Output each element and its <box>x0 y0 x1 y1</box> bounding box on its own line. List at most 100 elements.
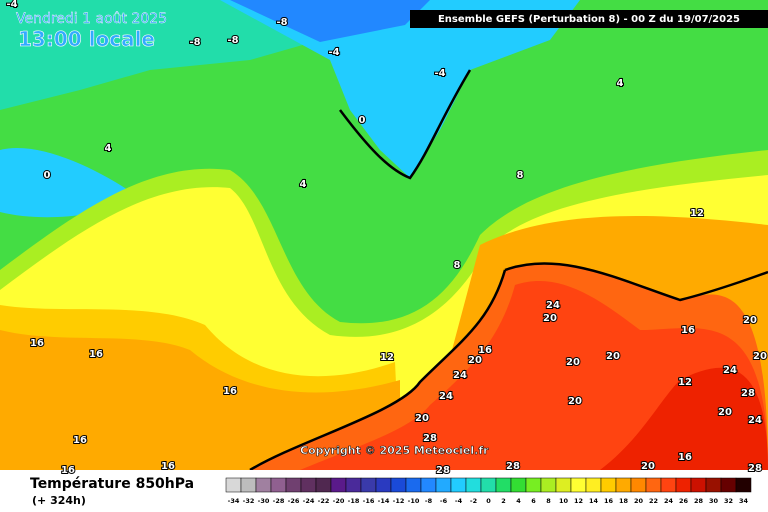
legend-swatch <box>390 477 407 493</box>
legend-swatch <box>585 477 602 493</box>
contour-label: 16 <box>89 349 103 360</box>
date: Vendredi 1 août 2025 <box>16 11 167 27</box>
legend-swatch <box>360 477 377 493</box>
legend-swatch <box>720 477 737 493</box>
contour-label: 16 <box>73 435 87 446</box>
legend-swatch <box>225 477 242 493</box>
legend-swatch <box>555 477 572 493</box>
contour-label: 24 <box>546 300 560 311</box>
legend-swatch <box>690 477 707 493</box>
contour-label: 24 <box>439 391 453 402</box>
legend-label: 2 <box>501 497 506 505</box>
contour-label: 20 <box>641 461 655 472</box>
legend-label: -22 <box>318 497 330 505</box>
contour-label: 20 <box>566 357 580 368</box>
legend-label: 20 <box>634 497 644 505</box>
legend-swatch <box>495 477 512 493</box>
legend-swatch <box>255 477 272 493</box>
contour-label: 12 <box>380 352 394 363</box>
legend-swatch <box>660 477 677 493</box>
legend-label: 8 <box>546 497 551 505</box>
contour-label: 8 <box>454 260 461 271</box>
legend-swatch <box>570 477 587 493</box>
model-run: Ensemble GEFS (Perturbation 8) - 00 Z du… <box>438 14 740 25</box>
time: 13:00 locale <box>18 27 155 51</box>
legend-label: -30 <box>258 497 270 505</box>
map-background <box>0 0 768 472</box>
legend-label: -26 <box>288 497 300 505</box>
contour-label: 0 <box>44 170 51 181</box>
legend-label: 30 <box>709 497 719 505</box>
contour-label: 28 <box>436 465 450 476</box>
legend-label: 16 <box>604 497 614 505</box>
legend-label: -10 <box>408 497 420 505</box>
legend-label: 28 <box>694 497 704 505</box>
legend-label: 34 <box>739 497 749 505</box>
contour-label: 20 <box>606 351 620 362</box>
contour-label: -8 <box>227 35 238 46</box>
legend-swatch <box>615 477 632 493</box>
contour-label: 20 <box>568 396 582 407</box>
legend-swatch <box>405 477 422 493</box>
legend-label: 32 <box>724 497 733 505</box>
legend-label: -20 <box>333 497 345 505</box>
contour-label: 12 <box>678 377 692 388</box>
legend-swatch <box>375 477 392 493</box>
legend-label: 6 <box>531 497 536 505</box>
contour-label: 24 <box>453 370 467 381</box>
contour-label: 16 <box>478 345 492 356</box>
contour-label: 16 <box>681 325 695 336</box>
legend-swatch <box>540 477 557 493</box>
legend-label: 24 <box>664 497 674 505</box>
legend-swatch <box>345 477 362 493</box>
legend-swatch <box>300 477 317 493</box>
contour-label: 20 <box>468 355 482 366</box>
contour-label: 4 <box>617 78 624 89</box>
contour-label: 20 <box>543 313 557 324</box>
contour-label: 4 <box>105 143 112 154</box>
contour-label: 24 <box>723 365 737 376</box>
legend-swatch <box>600 477 617 493</box>
legend-label: 10 <box>559 497 569 505</box>
legend-label: -2 <box>470 497 477 505</box>
contour-label: 20 <box>753 351 767 362</box>
legend-label: -6 <box>440 497 448 505</box>
legend-swatch <box>270 477 287 493</box>
legend-label: -8 <box>425 497 433 505</box>
legend-swatch <box>525 477 542 493</box>
contour-label: -4 <box>328 47 339 58</box>
contour-label: 28 <box>741 388 755 399</box>
legend-swatch <box>330 477 347 493</box>
contour-label: 16 <box>161 461 175 472</box>
legend-label: 22 <box>649 497 658 505</box>
legend-label: 12 <box>574 497 583 505</box>
legend-label: 4 <box>516 497 521 505</box>
contour-label: 28 <box>748 463 762 474</box>
legend-swatch <box>450 477 467 493</box>
legend-swatch <box>735 477 752 493</box>
contour-label: 20 <box>415 413 429 424</box>
legend-label: -4 <box>455 497 463 505</box>
contour-label: 28 <box>423 433 437 444</box>
legend-label: -28 <box>273 497 285 505</box>
legend-label: -12 <box>393 497 405 505</box>
contour-label: -8 <box>189 37 200 48</box>
contour-label: 16 <box>61 465 75 476</box>
legend-label: -14 <box>378 497 390 505</box>
legend-swatch <box>630 477 647 493</box>
legend-swatch <box>675 477 692 493</box>
legend-label: -18 <box>348 497 360 505</box>
contour-label: 16 <box>30 338 44 349</box>
legend-swatch <box>285 477 302 493</box>
contour-label: 4 <box>300 179 307 190</box>
copyright: Copyright © 2025 Meteociel.fr <box>300 444 489 457</box>
legend-swatch <box>315 477 332 493</box>
legend-swatch <box>435 477 452 493</box>
contour-label: -8 <box>276 17 287 28</box>
contour-label: 0 <box>359 115 366 126</box>
legend-label: 18 <box>619 497 629 505</box>
contour-label: 24 <box>748 415 762 426</box>
contour-label: 20 <box>743 315 757 326</box>
legend-label: -16 <box>363 497 375 505</box>
